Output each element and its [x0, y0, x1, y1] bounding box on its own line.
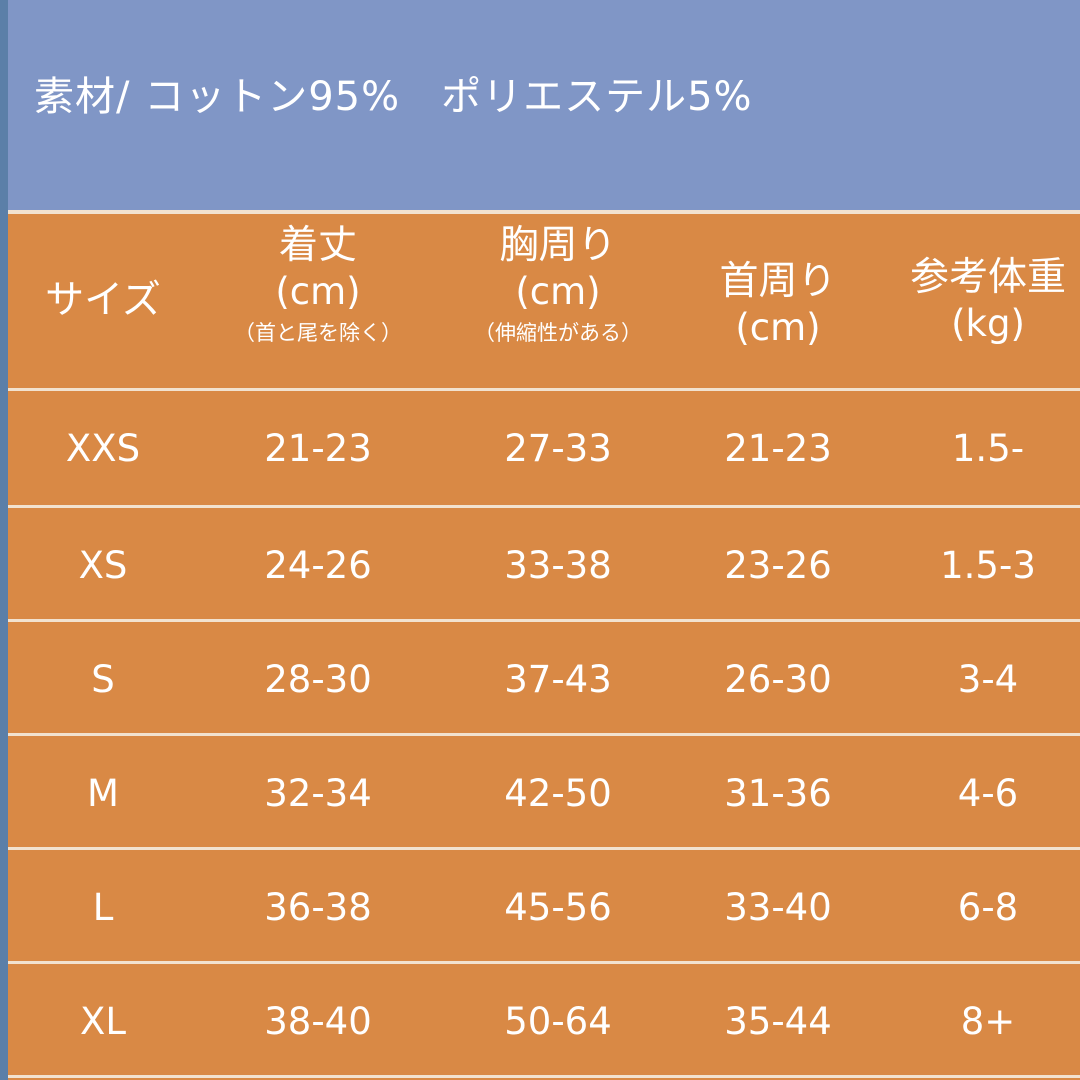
header-neck-label: 首周り	[719, 259, 837, 304]
cell-length: 32-34	[264, 771, 372, 815]
row-divider	[8, 505, 1080, 508]
header-size: サイズ	[8, 214, 198, 388]
cell-neck: 31-36	[724, 771, 832, 815]
table-header-row: サイズ 着丈 (cm) （首と尾を除く） 胸周り (cm) （伸縮性がある） 首…	[8, 214, 1080, 388]
material-text: 素材/ コットン95% ポリエステル5%	[34, 74, 753, 120]
header-size-label: サイズ	[45, 278, 161, 323]
cell-length: 38-40	[264, 999, 372, 1043]
row-divider	[8, 847, 1080, 850]
header-neck-unit: (cm)	[735, 306, 821, 349]
cell-length: 21-23	[264, 426, 372, 470]
left-edge-stripe	[0, 0, 8, 1080]
header-chest-note: （伸縮性がある）	[474, 321, 642, 345]
header-weight: 参考体重 (kg)	[888, 214, 1080, 388]
row-divider	[8, 388, 1080, 391]
cell-neck: 33-40	[724, 885, 832, 929]
cell-length: 36-38	[264, 885, 372, 929]
cell-weight: 1.5-	[951, 426, 1025, 470]
row-divider	[8, 733, 1080, 736]
header-weight-unit: (kg)	[951, 302, 1025, 345]
cell-neck: 23-26	[724, 543, 832, 587]
banner-divider	[8, 210, 1080, 214]
cell-chest: 27-33	[504, 426, 612, 470]
header-length: 着丈 (cm) （首と尾を除く）	[218, 214, 418, 388]
header-neck: 首周り (cm)	[678, 214, 878, 388]
cell-weight: 1.5-3	[940, 543, 1036, 587]
cell-length: 24-26	[264, 543, 372, 587]
cell-chest: 33-38	[504, 543, 612, 587]
cell-size: S	[91, 657, 115, 701]
cell-size: L	[92, 885, 114, 929]
cell-chest: 37-43	[504, 657, 612, 701]
cell-size: XS	[78, 543, 128, 587]
cell-weight: 8+	[960, 999, 1016, 1043]
header-length-note: （首と尾を除く）	[234, 321, 402, 345]
cell-size: M	[87, 771, 119, 815]
cell-weight: 4-6	[957, 771, 1019, 815]
header-weight-label: 参考体重	[909, 255, 1066, 300]
header-chest: 胸周り (cm) （伸縮性がある）	[458, 214, 658, 388]
cell-neck: 35-44	[724, 999, 832, 1043]
cell-weight: 6-8	[957, 885, 1019, 929]
header-chest-unit: (cm)	[515, 270, 601, 313]
cell-size: XXS	[65, 426, 141, 470]
table-row: XS 24-26 33-38 23-26 1.5-3	[8, 508, 1080, 622]
cell-size: XL	[80, 999, 126, 1043]
row-divider	[8, 1075, 1080, 1078]
cell-length: 28-30	[264, 657, 372, 701]
cell-chest: 42-50	[504, 771, 612, 815]
cell-neck: 21-23	[724, 426, 832, 470]
cell-weight: 3-4	[957, 657, 1019, 701]
cell-chest: 45-56	[504, 885, 612, 929]
table-row: S 28-30 37-43 26-30 3-4	[8, 622, 1080, 736]
table-row: XL 38-40 50-64 35-44 8+	[8, 964, 1080, 1078]
material-banner: 素材/ コットン95% ポリエステル5%	[8, 0, 1080, 210]
row-divider	[8, 619, 1080, 622]
header-length-unit: (cm)	[275, 270, 361, 313]
table-row: M 32-34 42-50 31-36 4-6	[8, 736, 1080, 850]
header-length-label: 着丈	[278, 223, 357, 268]
table-row: XXS 21-23 27-33 21-23 1.5-	[8, 391, 1080, 505]
table-row: L 36-38 45-56 33-40 6-8	[8, 850, 1080, 964]
row-divider	[8, 961, 1080, 964]
cell-chest: 50-64	[504, 999, 612, 1043]
size-table: サイズ 着丈 (cm) （首と尾を除く） 胸周り (cm) （伸縮性がある） 首…	[8, 214, 1080, 1080]
header-chest-label: 胸周り	[499, 223, 617, 268]
cell-neck: 26-30	[724, 657, 832, 701]
